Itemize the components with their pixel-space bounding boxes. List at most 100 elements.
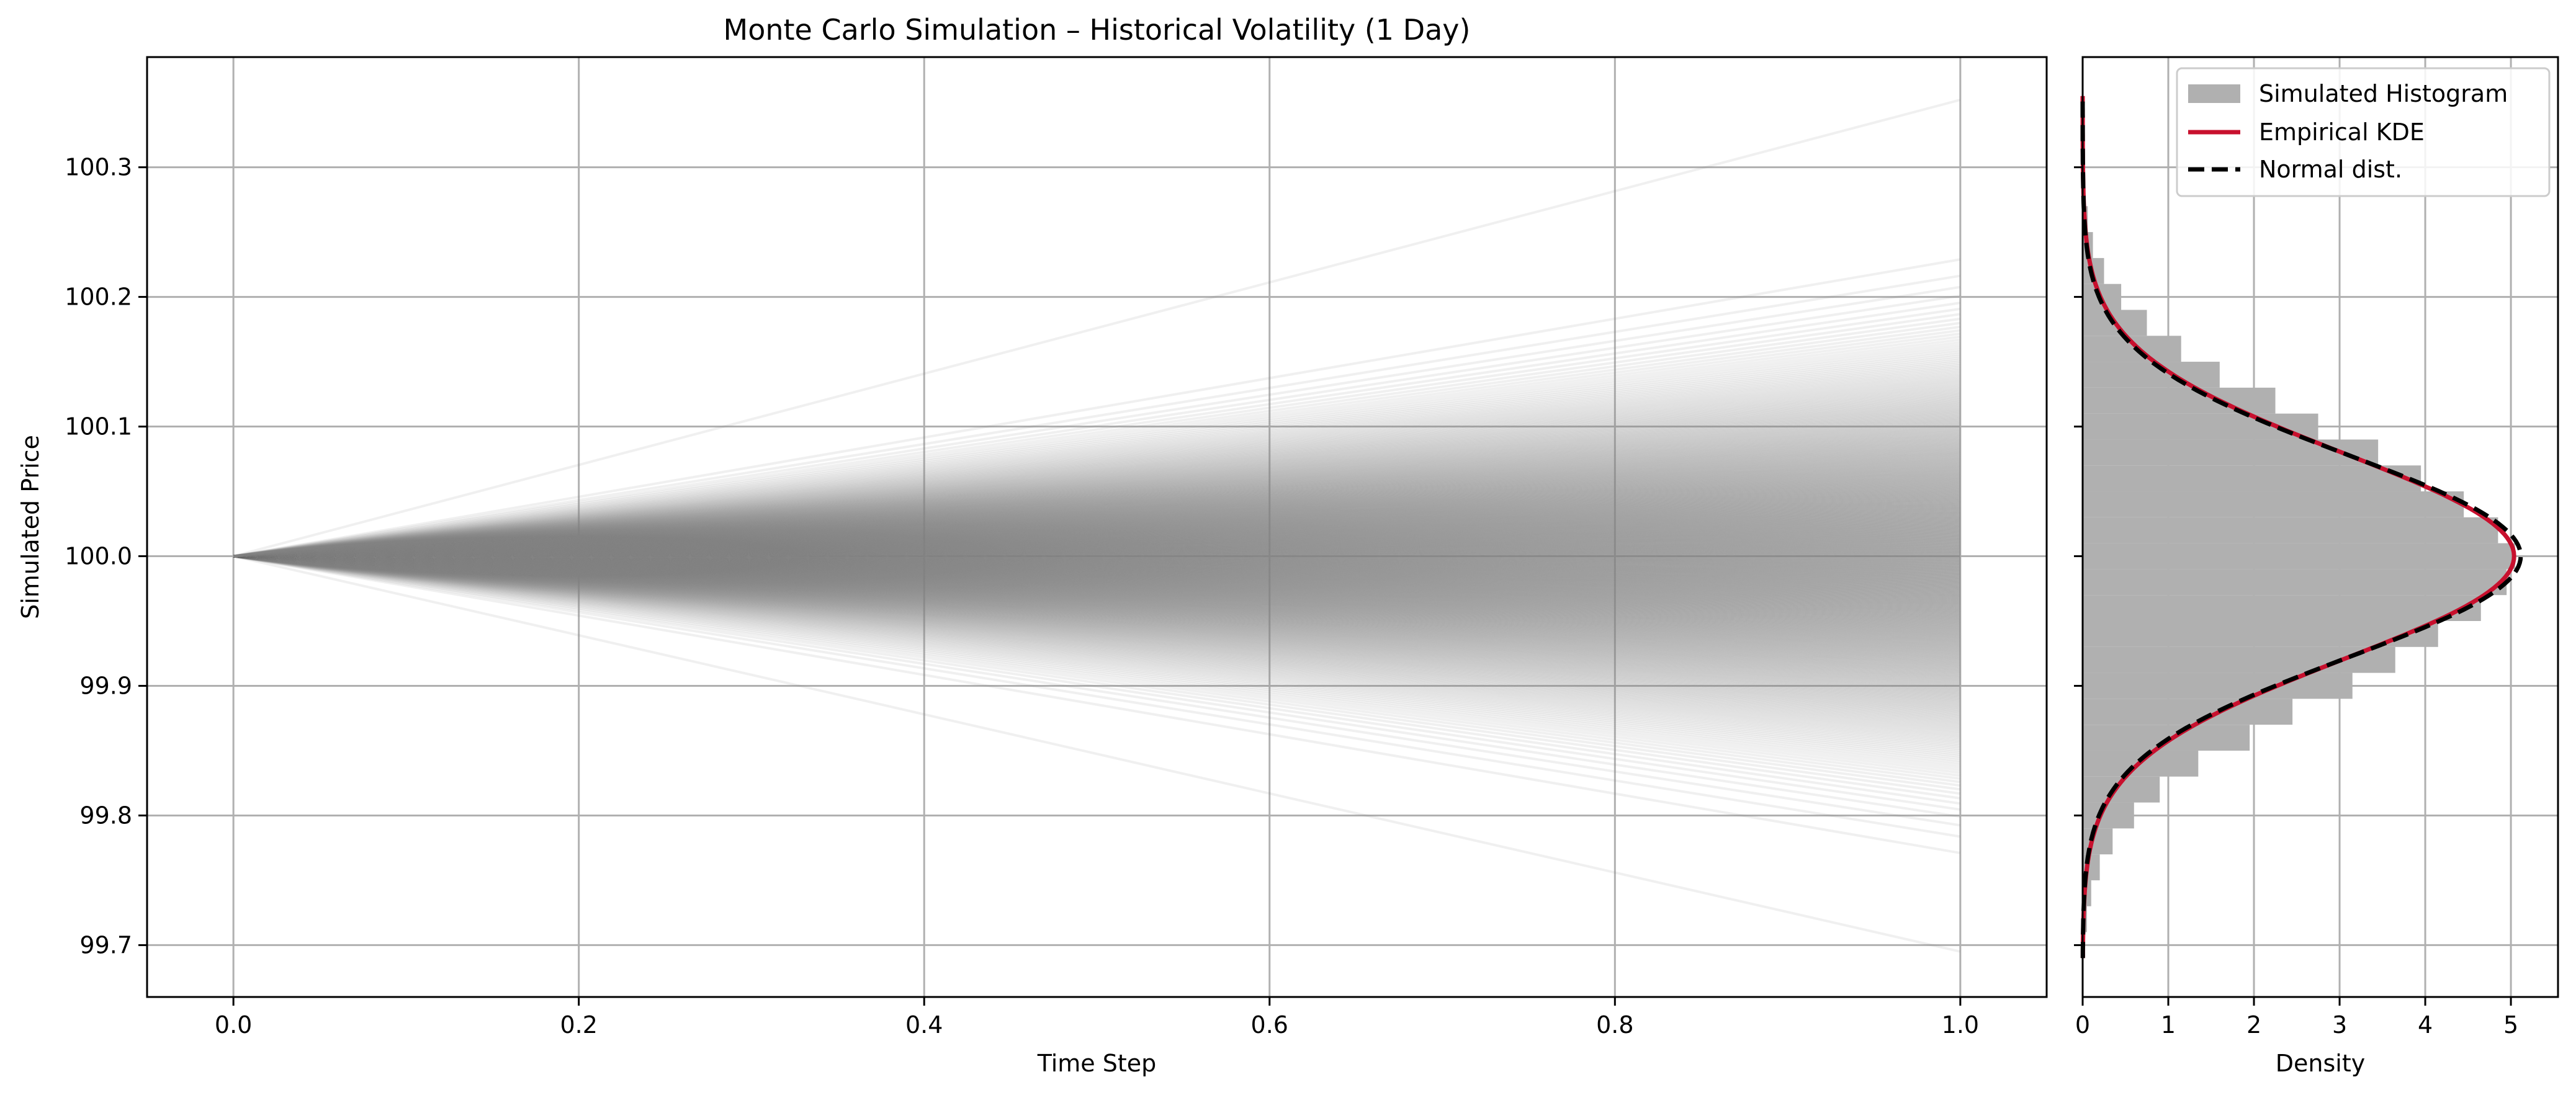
- simulated-path: [233, 540, 1960, 558]
- simulated-path: [233, 426, 1961, 558]
- simulated-path: [233, 544, 1960, 558]
- simulated-path: [233, 555, 1960, 568]
- simulated-path: [233, 370, 1961, 558]
- simulated-path: [233, 555, 1960, 564]
- simulated-path: [233, 555, 1961, 678]
- simulated-path: [233, 555, 1961, 682]
- simulated-path: [233, 540, 1960, 558]
- simulated-path: [233, 555, 1960, 641]
- simulated-path: [233, 499, 1960, 558]
- simulated-path: [233, 555, 1960, 588]
- simulated-path: [233, 555, 1960, 561]
- simulated-path: [233, 397, 1961, 558]
- histogram-bar: [2083, 802, 2134, 829]
- simulated-path: [233, 555, 1960, 674]
- simulated-path: [233, 483, 1960, 558]
- histogram-bar: [2083, 362, 2220, 388]
- simulated-path: [233, 555, 1961, 735]
- simulated-path: [233, 512, 1960, 558]
- simulated-path: [233, 462, 1960, 558]
- simulated-path: [233, 511, 1960, 558]
- simulated-path: [233, 495, 1960, 558]
- simulated-path: [233, 555, 1960, 630]
- simulated-path: [233, 555, 1960, 582]
- simulated-path: [233, 432, 1961, 558]
- simulated-path: [233, 555, 1960, 642]
- y-tick-label: 100.2: [65, 284, 132, 311]
- simulated-path: [233, 540, 1960, 558]
- simulated-path: [233, 496, 1960, 558]
- simulated-path: [233, 555, 1961, 677]
- simulated-path: [233, 555, 1960, 648]
- simulated-path: [233, 555, 1961, 743]
- simulated-path: [233, 555, 1960, 607]
- simulated-path: [233, 466, 1960, 558]
- simulated-path: [233, 523, 1960, 558]
- simulated-path: [233, 555, 1961, 701]
- simulated-path: [233, 555, 1960, 623]
- simulated-path: [233, 445, 1960, 558]
- simulated-path: [233, 467, 1960, 558]
- simulated-path: [233, 442, 1960, 558]
- simulated-path: [233, 555, 1960, 560]
- simulated-path: [233, 555, 1960, 644]
- density-x-tick-label: 4: [2418, 1011, 2433, 1039]
- simulated-path: [233, 555, 1961, 723]
- simulated-path: [233, 555, 1960, 606]
- simulated-path: [233, 555, 1961, 738]
- simulated-path: [233, 555, 1960, 628]
- simulated-path: [233, 385, 1961, 558]
- simulated-path: [233, 325, 1961, 558]
- simulated-path: [233, 555, 1961, 687]
- simulated-path: [233, 555, 1960, 567]
- simulated-path: [233, 555, 1960, 651]
- simulated-path: [233, 555, 1960, 620]
- simulated-path: [233, 486, 1960, 558]
- simulated-path: [233, 555, 1960, 617]
- simulated-path: [233, 511, 1960, 558]
- simulated-path: [233, 430, 1961, 558]
- simulated-path: [233, 526, 1960, 558]
- simulated-path: [233, 377, 1961, 558]
- simulated-path: [233, 555, 1960, 620]
- simulated-path: [233, 341, 1961, 558]
- simulated-path: [233, 409, 1961, 558]
- simulated-path: [233, 555, 1960, 591]
- simulated-path: [233, 555, 1960, 669]
- simulated-path: [233, 514, 1960, 558]
- simulated-path: [233, 555, 1961, 680]
- simulated-path: [233, 464, 1960, 558]
- simulated-path: [233, 555, 1960, 570]
- simulated-path: [233, 460, 1960, 558]
- simulated-path: [233, 555, 1961, 730]
- simulated-path: [233, 555, 1961, 805]
- simulated-path: [233, 528, 1960, 558]
- simulated-path: [233, 555, 1960, 586]
- simulated-path: [233, 555, 1960, 607]
- simulated-path: [233, 555, 1960, 638]
- simulated-path: [233, 422, 1961, 558]
- simulated-path: [233, 555, 1960, 643]
- simulated-path: [233, 555, 1960, 558]
- simulated-path: [233, 555, 1960, 581]
- simulated-path: [233, 454, 1960, 558]
- simulated-path: [233, 555, 1960, 614]
- simulated-path: [233, 555, 1960, 653]
- simulated-path: [233, 555, 1960, 575]
- simulated-path: [233, 441, 1960, 558]
- simulated-path: [233, 489, 1960, 558]
- simulated-path: [233, 553, 1960, 558]
- simulated-path: [233, 516, 1960, 558]
- simulated-path: [233, 404, 1961, 558]
- simulated-path: [233, 429, 1961, 558]
- simulated-path: [233, 555, 1960, 591]
- simulated-path: [233, 555, 1960, 572]
- simulated-path: [233, 476, 1960, 558]
- simulated-path: [233, 525, 1960, 558]
- simulated-path: [233, 391, 1961, 558]
- simulated-path: [233, 555, 1961, 685]
- simulated-path: [233, 555, 1961, 693]
- simulated-path: [233, 491, 1960, 558]
- simulated-path: [233, 529, 1960, 558]
